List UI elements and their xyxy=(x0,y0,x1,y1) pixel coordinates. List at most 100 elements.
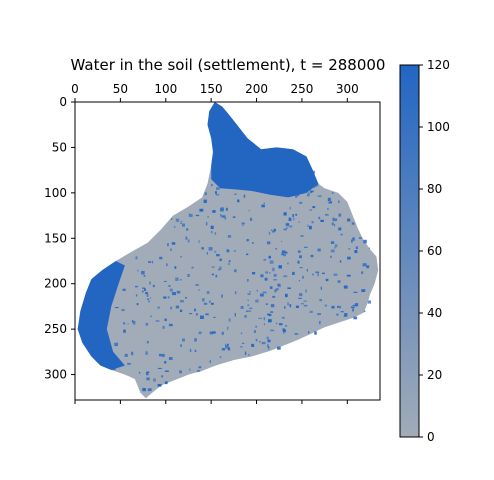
saturated-cell xyxy=(269,286,273,289)
saturated-cell xyxy=(220,208,224,212)
saturated-cell xyxy=(85,300,87,303)
saturated-cell xyxy=(246,310,248,312)
saturated-cell xyxy=(162,325,165,329)
heatmap-field xyxy=(77,102,379,399)
saturated-cell xyxy=(146,377,150,381)
saturated-cell xyxy=(97,283,100,285)
saturated-cell xyxy=(214,250,217,253)
saturated-cell xyxy=(331,222,334,226)
saturated-cell xyxy=(136,303,139,306)
saturated-cell xyxy=(319,320,321,325)
saturated-cell xyxy=(135,256,138,260)
saturated-cell xyxy=(164,318,167,321)
saturated-cell xyxy=(247,310,252,312)
saturated-cell xyxy=(299,255,302,259)
saturated-cell xyxy=(159,256,163,260)
saturated-cell xyxy=(277,284,281,288)
saturated-cell xyxy=(252,242,254,244)
saturated-cell xyxy=(132,320,136,325)
saturated-cell xyxy=(148,261,152,263)
saturated-cell xyxy=(344,313,348,317)
saturated-cell xyxy=(295,195,297,198)
saturated-cell xyxy=(289,304,292,308)
colorbar-tick-label: 120 xyxy=(427,58,450,72)
saturated-cell xyxy=(84,313,87,315)
saturated-cell xyxy=(114,268,117,270)
saturated-cell xyxy=(362,263,367,267)
saturated-cell xyxy=(302,275,304,279)
saturated-cell xyxy=(289,206,291,210)
saturated-cell xyxy=(352,308,354,312)
saturated-cell xyxy=(127,323,129,325)
saturated-cell xyxy=(301,303,304,305)
saturated-cell xyxy=(201,247,204,250)
saturated-cell xyxy=(214,131,218,134)
saturated-cell xyxy=(226,165,230,168)
saturated-cell xyxy=(287,287,291,289)
saturated-cell xyxy=(147,388,152,392)
saturated-cell xyxy=(142,388,146,392)
saturated-cell xyxy=(109,286,112,289)
saturated-cell xyxy=(304,176,309,180)
saturated-cell xyxy=(144,288,146,291)
saturated-cell xyxy=(248,210,250,212)
saturated-cell xyxy=(161,353,165,357)
saturated-cell xyxy=(333,224,336,227)
saturated-cell xyxy=(281,254,284,256)
saturated-cell xyxy=(315,271,320,273)
saturated-cell xyxy=(367,300,371,304)
saturated-cell xyxy=(209,331,213,335)
saturated-cell xyxy=(131,320,134,323)
saturated-cell xyxy=(99,284,104,288)
saturated-cell xyxy=(114,307,119,309)
saturated-cell xyxy=(145,322,149,326)
saturated-cell xyxy=(251,343,255,347)
saturated-cell xyxy=(325,278,329,282)
saturated-cell xyxy=(230,144,234,147)
saturated-cell xyxy=(330,241,335,244)
saturated-cell xyxy=(352,304,357,306)
y-tick-label: 300 xyxy=(44,368,67,382)
saturated-cell xyxy=(338,213,342,217)
saturated-cell xyxy=(363,239,367,244)
saturated-cell xyxy=(353,291,358,293)
saturated-cell xyxy=(293,217,295,221)
saturated-cell xyxy=(307,224,309,228)
saturated-cell xyxy=(203,302,208,305)
saturated-cell xyxy=(215,191,217,195)
saturated-cell xyxy=(292,214,294,217)
saturated-cell xyxy=(333,273,338,276)
saturated-cell xyxy=(306,193,310,197)
saturated-cell xyxy=(91,326,94,330)
saturated-cell xyxy=(180,279,182,281)
saturated-cell xyxy=(212,124,215,128)
saturated-cell xyxy=(242,342,245,344)
x-axis: 0 50 100 150 200 250 300 xyxy=(71,82,359,404)
saturated-cell xyxy=(114,342,118,347)
saturated-cell xyxy=(267,344,269,348)
saturated-cell xyxy=(198,240,200,244)
saturated-cell xyxy=(135,294,138,297)
saturated-cell xyxy=(302,190,306,193)
saturated-cell xyxy=(179,309,183,312)
saturated-cell xyxy=(175,305,180,309)
saturated-cell xyxy=(331,305,335,309)
saturated-cell xyxy=(366,265,370,269)
saturated-cell xyxy=(282,166,285,169)
saturated-cell xyxy=(300,235,304,237)
saturated-cell xyxy=(225,343,227,348)
saturated-cell xyxy=(327,197,331,202)
saturated-cell xyxy=(242,224,244,227)
saturated-cell xyxy=(295,213,298,216)
saturated-cell xyxy=(261,342,266,345)
saturated-cell xyxy=(157,384,162,387)
chart-title: Water in the soil (settlement), t = 2880… xyxy=(71,56,386,74)
saturated-cell xyxy=(294,177,297,181)
saturated-cell xyxy=(331,192,334,194)
saturated-cell xyxy=(278,265,282,269)
saturated-cell xyxy=(234,269,237,273)
saturated-cell xyxy=(320,219,324,222)
saturated-cell xyxy=(234,313,236,317)
saturated-cell xyxy=(250,217,253,221)
saturated-cell xyxy=(219,266,222,270)
